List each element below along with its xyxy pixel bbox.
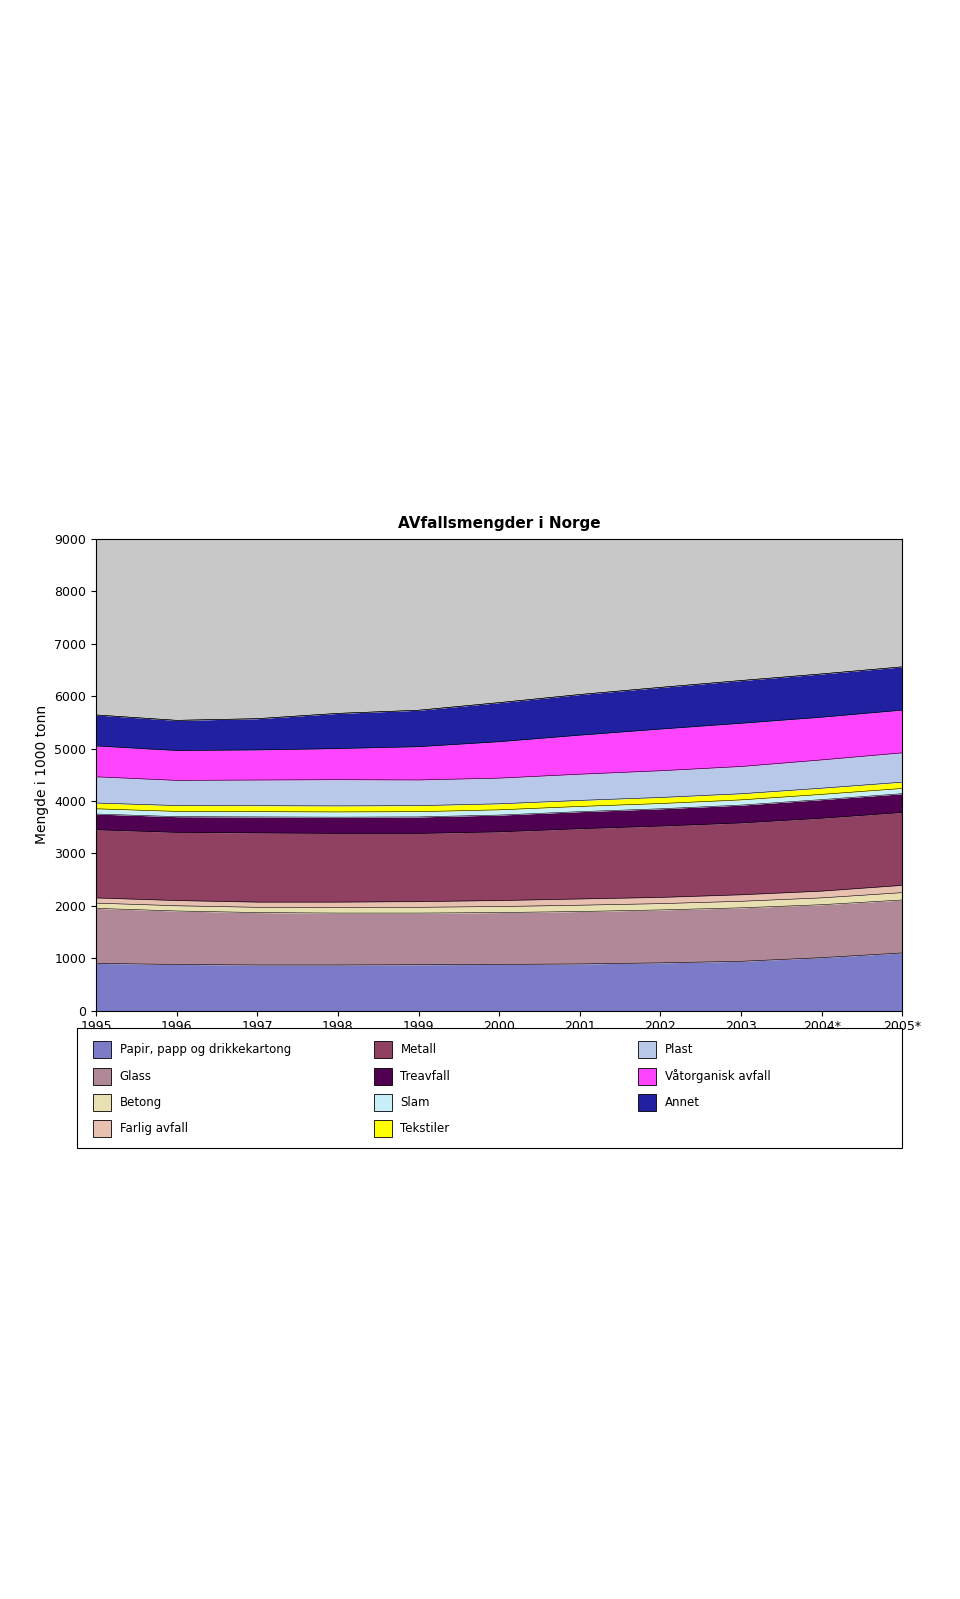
Text: Farlig avfall: Farlig avfall [120, 1122, 188, 1135]
Text: Våtorganisk avfall: Våtorganisk avfall [664, 1070, 770, 1083]
Text: Glass: Glass [120, 1070, 152, 1083]
Text: Metall: Metall [400, 1043, 437, 1057]
Bar [93, 1094, 111, 1111]
Text: Treavfall: Treavfall [400, 1070, 450, 1083]
FancyBboxPatch shape [77, 1028, 902, 1148]
Bar [374, 1121, 393, 1137]
Text: Tekstiler: Tekstiler [400, 1122, 449, 1135]
Bar [638, 1041, 657, 1059]
Bar [374, 1094, 393, 1111]
Bar [374, 1068, 393, 1084]
Bar [93, 1068, 111, 1084]
Title: AVfallsmengder i Norge: AVfallsmengder i Norge [397, 516, 601, 531]
Text: Annet: Annet [664, 1095, 700, 1110]
Text: Papir, papp og drikkekartong: Papir, papp og drikkekartong [120, 1043, 291, 1057]
Y-axis label: Mengde i 1000 tonn: Mengde i 1000 tonn [35, 705, 49, 844]
Text: Betong: Betong [120, 1095, 162, 1110]
Bar [374, 1041, 393, 1059]
X-axis label: Årstall: Årstall [477, 1041, 521, 1054]
Bar [93, 1121, 111, 1137]
Bar [638, 1068, 657, 1084]
Text: Plast: Plast [664, 1043, 693, 1057]
Text: Slam: Slam [400, 1095, 430, 1110]
Bar [638, 1094, 657, 1111]
Bar [93, 1041, 111, 1059]
